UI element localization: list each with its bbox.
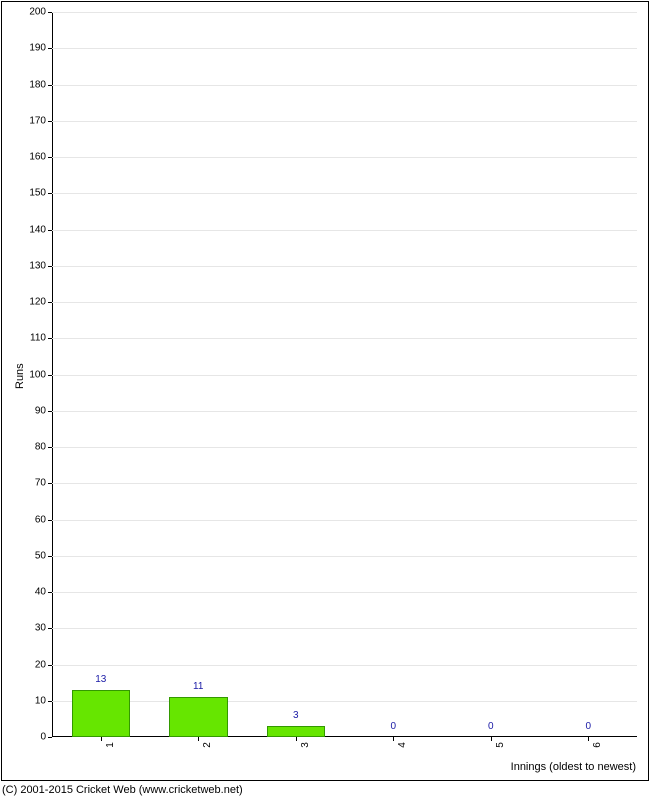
gridline: [52, 12, 637, 13]
bar-value-label: 0: [585, 721, 591, 732]
bar-value-label: 11: [193, 681, 203, 692]
bar-value-label: 3: [293, 710, 299, 721]
ytick-label: 120: [6, 297, 46, 308]
ytick-mark: [48, 628, 52, 629]
ytick-mark: [48, 302, 52, 303]
ytick-label: 10: [6, 695, 46, 706]
ytick-label: 60: [6, 514, 46, 525]
gridline: [52, 121, 637, 122]
gridline: [52, 556, 637, 557]
xtick-label: 6: [592, 742, 603, 748]
xtick-mark: [393, 737, 394, 741]
ytick-mark: [48, 701, 52, 702]
x-axis-line: [52, 736, 637, 737]
gridline: [52, 520, 637, 521]
bar-value-label: 0: [488, 721, 494, 732]
ytick-label: 110: [6, 333, 46, 344]
ytick-mark: [48, 157, 52, 158]
gridline: [52, 447, 637, 448]
ytick-label: 150: [6, 188, 46, 199]
gridline: [52, 193, 637, 194]
gridline: [52, 85, 637, 86]
ytick-mark: [48, 592, 52, 593]
ytick-label: 200: [6, 7, 46, 18]
ytick-label: 160: [6, 152, 46, 163]
xtick-label: 2: [202, 742, 213, 748]
gridline: [52, 411, 637, 412]
bar: [72, 690, 131, 737]
ytick-label: 190: [6, 43, 46, 54]
gridline: [52, 628, 637, 629]
xtick-label: 1: [105, 742, 116, 748]
ytick-label: 180: [6, 79, 46, 90]
xtick-mark: [588, 737, 589, 741]
ytick-label: 80: [6, 442, 46, 453]
ytick-label: 140: [6, 224, 46, 235]
gridline: [52, 701, 637, 702]
xtick-label: 4: [397, 742, 408, 748]
gridline: [52, 592, 637, 593]
ytick-label: 50: [6, 550, 46, 561]
ytick-mark: [48, 121, 52, 122]
ytick-mark: [48, 338, 52, 339]
gridline: [52, 375, 637, 376]
copyright-text: (C) 2001-2015 Cricket Web (www.cricketwe…: [2, 784, 243, 796]
ytick-label: 90: [6, 405, 46, 416]
ytick-label: 70: [6, 478, 46, 489]
ytick-label: 40: [6, 587, 46, 598]
ytick-label: 30: [6, 623, 46, 634]
gridline: [52, 266, 637, 267]
ytick-mark: [48, 737, 52, 738]
bar-value-label: 0: [390, 721, 396, 732]
gridline: [52, 665, 637, 666]
xtick-mark: [296, 737, 297, 741]
ytick-mark: [48, 85, 52, 86]
ytick-mark: [48, 193, 52, 194]
x-axis-label: Innings (oldest to newest): [511, 761, 636, 773]
bar: [267, 726, 326, 737]
ytick-mark: [48, 447, 52, 448]
ytick-mark: [48, 556, 52, 557]
gridline: [52, 483, 637, 484]
xtick-mark: [491, 737, 492, 741]
ytick-label: 100: [6, 369, 46, 380]
xtick-label: 3: [300, 742, 311, 748]
ytick-mark: [48, 230, 52, 231]
gridline: [52, 338, 637, 339]
ytick-label: 130: [6, 260, 46, 271]
ytick-mark: [48, 520, 52, 521]
bar-value-label: 13: [95, 674, 106, 685]
xtick-mark: [101, 737, 102, 741]
ytick-mark: [48, 375, 52, 376]
gridline: [52, 302, 637, 303]
ytick-label: 0: [6, 732, 46, 743]
ytick-mark: [48, 12, 52, 13]
ytick-label: 170: [6, 115, 46, 126]
chart-container: Runs Innings (oldest to newest) (C) 2001…: [0, 0, 650, 800]
ytick-label: 20: [6, 659, 46, 670]
xtick-mark: [198, 737, 199, 741]
gridline: [52, 230, 637, 231]
ytick-mark: [48, 483, 52, 484]
gridline: [52, 157, 637, 158]
ytick-mark: [48, 266, 52, 267]
ytick-mark: [48, 48, 52, 49]
bar: [169, 697, 228, 737]
ytick-mark: [48, 411, 52, 412]
plot-area: [52, 12, 637, 737]
xtick-label: 5: [495, 742, 506, 748]
gridline: [52, 48, 637, 49]
ytick-mark: [48, 665, 52, 666]
